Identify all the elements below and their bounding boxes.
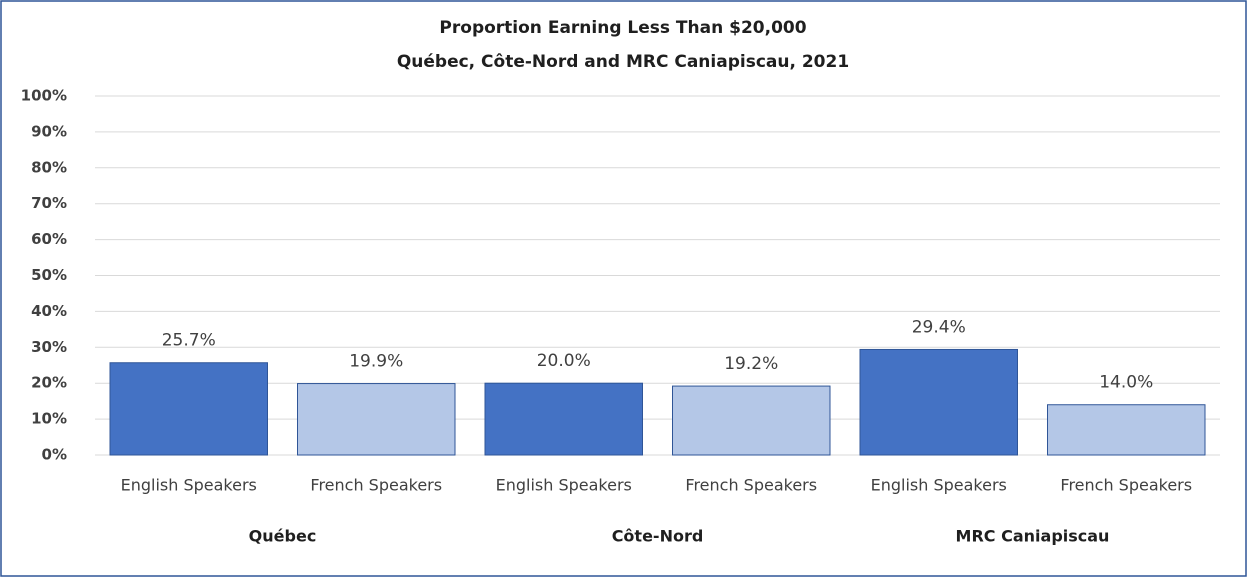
x-tick-label: French Speakers — [310, 476, 442, 495]
group-label: Québec — [249, 527, 317, 546]
y-tick-label: 50% — [31, 266, 67, 284]
bar — [297, 383, 456, 456]
x-tick-label: English Speakers — [871, 476, 1007, 495]
y-tick-label: 20% — [31, 374, 67, 392]
bar — [859, 348, 1018, 456]
y-tick-label: 60% — [31, 230, 67, 248]
bar — [109, 362, 268, 456]
y-tick-label: 30% — [31, 338, 67, 356]
y-tick-label: 70% — [31, 194, 67, 212]
x-tick-label: English Speakers — [496, 476, 632, 495]
value-label: 20.0% — [537, 351, 591, 371]
bar — [484, 382, 643, 456]
value-label: 19.2% — [724, 354, 778, 374]
y-tick-label: 10% — [31, 410, 67, 428]
x-tick-label: French Speakers — [685, 476, 817, 495]
y-tick-label: 40% — [31, 302, 67, 320]
y-tick-label: 0% — [42, 446, 67, 464]
group-label: MRC Caniapiscau — [956, 527, 1110, 546]
value-label: 25.7% — [162, 331, 216, 351]
x-tick-label: French Speakers — [1060, 476, 1192, 495]
y-tick-label: 90% — [31, 122, 67, 140]
chart-title: Proportion Earning Less Than $20,000 — [439, 18, 806, 38]
value-label: 14.0% — [1099, 373, 1153, 393]
chart-subtitle: Québec, Côte-Nord and MRC Caniapiscau, 2… — [397, 52, 849, 72]
x-tick-label: English Speakers — [121, 476, 257, 495]
bar — [1047, 404, 1206, 456]
group-label: Côte-Nord — [612, 527, 704, 546]
y-tick-label: 100% — [21, 87, 67, 105]
bar — [672, 385, 831, 456]
value-label: 19.9% — [349, 352, 403, 372]
value-label: 29.4% — [912, 317, 966, 337]
y-tick-label: 80% — [31, 158, 67, 176]
